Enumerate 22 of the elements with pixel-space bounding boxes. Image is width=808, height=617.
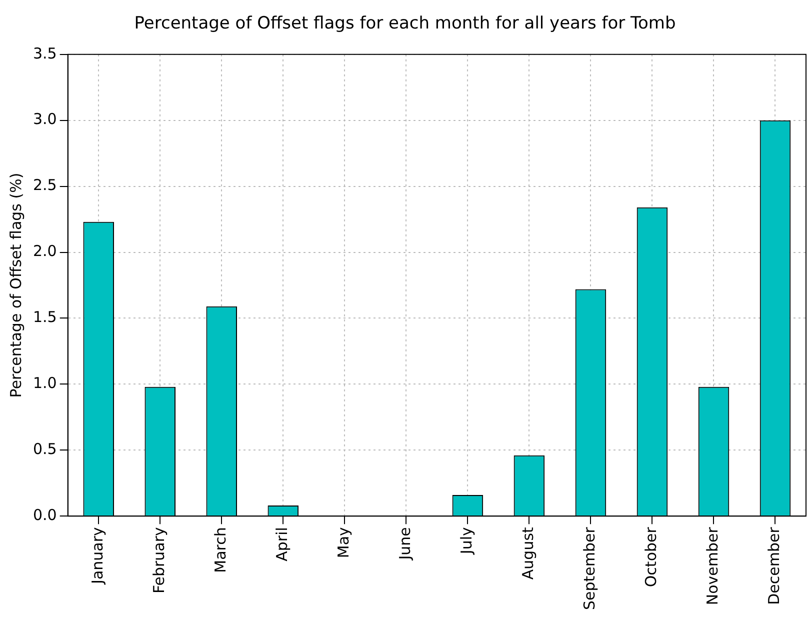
x-tick-label: January	[88, 526, 106, 585]
y-tick-label: 3.0	[32, 110, 57, 128]
y-tick-label: 1.0	[32, 374, 57, 392]
x-tick-label: April	[273, 527, 292, 562]
y-tick-label: 2.0	[32, 242, 57, 260]
x-tick-label: September	[580, 526, 599, 610]
chart-title: Percentage of Offset flags for each month for all years for Tomb	[134, 14, 676, 34]
x-tick-label: August	[519, 526, 538, 580]
y-tick-label: 3.5	[32, 44, 57, 62]
y-tick-label: 0.5	[32, 440, 57, 458]
y-tick-label: 0.0	[32, 506, 57, 524]
y-axis-title: Percentage of Offset flags (%)	[6, 172, 25, 398]
x-tick-label: May	[334, 526, 353, 558]
x-tick-label: December	[765, 526, 784, 605]
x-tick-label: October	[642, 526, 660, 588]
y-tick-label: 2.5	[32, 176, 57, 194]
x-tick-label: November	[704, 526, 722, 606]
x-tick-label: July	[458, 526, 476, 556]
x-tick-label: June	[396, 527, 414, 561]
x-tick-label: February	[150, 526, 168, 594]
y-tick-label: 1.5	[32, 308, 57, 326]
x-tick-label: March	[212, 527, 230, 573]
